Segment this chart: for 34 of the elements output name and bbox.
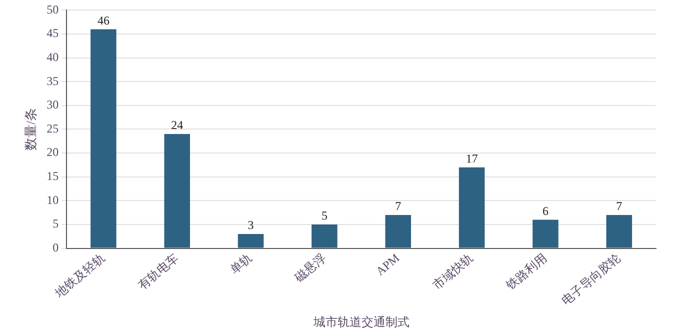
data-label: 7 (616, 199, 622, 214)
y-tick-label: 15 (46, 169, 59, 184)
x-tick-label: 市域快轨 (430, 250, 476, 292)
bar (458, 167, 485, 248)
bar (532, 220, 558, 248)
x-tick-label: 磁悬浮 (291, 250, 328, 286)
data-label: 3 (248, 218, 254, 232)
data-label: 24 (171, 118, 184, 132)
x-axis-title: 城市轨道交通制式 (312, 314, 410, 329)
y-tick-label: 30 (46, 98, 59, 112)
y-axis-title: 数量/条 (23, 108, 38, 151)
x-tick-label: 铁路利用 (502, 250, 550, 294)
data-label: 7 (395, 199, 402, 214)
y-tick-label: 10 (46, 192, 59, 207)
bar (606, 214, 632, 248)
bar (385, 214, 412, 248)
bar (164, 134, 190, 248)
data-label: 46 (97, 13, 110, 28)
y-tick-label: 20 (46, 145, 59, 160)
bar (90, 29, 116, 248)
x-tick-label: 单轨 (227, 250, 255, 277)
y-tick-label: 35 (46, 74, 59, 88)
y-tick-label: 50 (46, 2, 59, 16)
data-label: 17 (466, 151, 478, 166)
bar (312, 224, 338, 248)
data-label: 6 (542, 204, 548, 218)
x-tick-label: 有轨电车 (135, 250, 182, 292)
y-tick-label: 40 (46, 50, 59, 64)
x-tick-label: 电子导向胶轮 (558, 250, 624, 308)
y-tick-label: 5 (52, 216, 59, 231)
data-label: 5 (321, 208, 328, 223)
y-tick-label: 45 (46, 26, 59, 40)
bar (238, 234, 264, 248)
y-tick-label: 25 (46, 121, 59, 136)
